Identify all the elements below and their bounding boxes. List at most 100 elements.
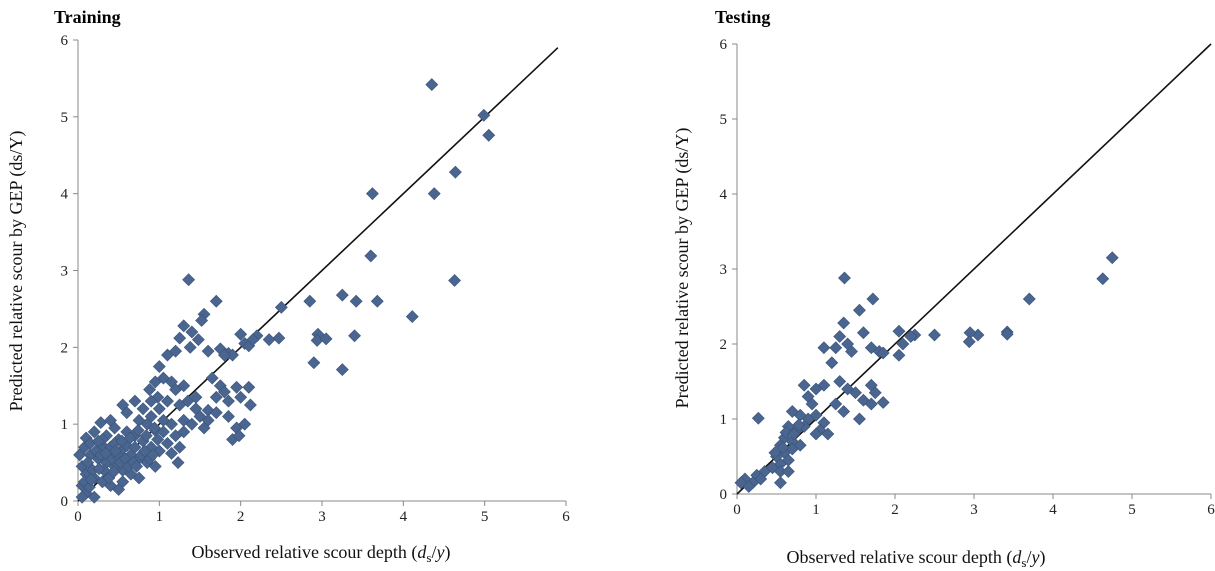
testing-data-point — [829, 397, 843, 411]
training-data-point — [370, 294, 384, 308]
testing-data-point — [837, 405, 851, 418]
training-data-point — [182, 273, 196, 287]
testing-data-point — [864, 397, 878, 411]
training-data-point — [307, 356, 321, 370]
training-data-point — [128, 440, 142, 454]
training-data-point — [272, 331, 286, 345]
training-y-axis-label: Predicted relative scour by GEP (ds/Y) — [6, 131, 27, 412]
training-x-tick-label: 4 — [400, 509, 408, 525]
training-data-point — [335, 363, 349, 377]
training-data-point — [185, 325, 199, 339]
testing-data-point — [837, 316, 851, 330]
training-data-point — [152, 402, 166, 416]
training-data-point — [148, 421, 161, 435]
testing-data-point — [1000, 327, 1014, 341]
training-y-tick-label: 1 — [61, 417, 69, 433]
testing-x-tick-label: 4 — [1049, 502, 1057, 518]
training-data-point — [87, 425, 101, 439]
training-y-tick-label: 0 — [61, 494, 69, 510]
training-x-tick-label: 6 — [562, 509, 570, 525]
training-data-point — [156, 413, 170, 427]
training-data-point — [73, 448, 87, 462]
training-data-point — [139, 429, 153, 443]
testing-y-axis-label: Predicted relative scour by GEP (ds/Y) — [672, 128, 693, 409]
training-data-point — [161, 436, 174, 450]
training-data-point — [195, 314, 209, 327]
training-data-point — [201, 413, 215, 427]
training-data-point — [246, 333, 260, 347]
training-data-point — [482, 128, 496, 142]
training-data-point — [238, 417, 252, 431]
training-data-point — [230, 380, 244, 394]
testing-x-axis-label: Observed relative scour depth (ds/y) — [787, 547, 1046, 570]
training-data-point — [244, 398, 257, 412]
testing-data-point — [809, 427, 823, 441]
training-chart-title: Training — [54, 7, 121, 27]
training-x-tick-label: 1 — [156, 509, 164, 525]
training-data-point — [209, 406, 223, 420]
testing-data-point — [774, 476, 787, 490]
testing-data-point — [896, 337, 910, 351]
training-data-point — [173, 398, 187, 412]
training-data-point — [427, 187, 441, 201]
testing-data-point — [866, 292, 880, 306]
training-chart: Training Predicted relative scour by GEP… — [6, 7, 570, 565]
training-data-point — [189, 390, 203, 404]
testing-data-point — [742, 480, 756, 493]
training-data-point — [183, 340, 197, 354]
testing-data-point — [876, 396, 890, 409]
training-data-point — [234, 390, 248, 404]
training-y-tick-label: 2 — [61, 340, 69, 356]
testing-data-point — [868, 386, 882, 400]
testing-data-point — [833, 375, 847, 388]
testing-y-tick-label: 5 — [720, 112, 728, 128]
testing-data-point — [1096, 272, 1110, 286]
training-x-axis-label: Observed relative scour depth (ds/y) — [192, 542, 451, 565]
training-data-point — [91, 434, 105, 448]
testing-data-point — [892, 348, 906, 362]
training-data-point — [349, 294, 363, 308]
training-data-point — [152, 360, 166, 373]
testing-data-point — [849, 386, 862, 400]
testing-y-tick-label: 4 — [720, 187, 728, 203]
training-data-point — [152, 444, 166, 458]
training-data-point — [201, 344, 215, 358]
testing-data-point — [1022, 292, 1036, 306]
training-data-point — [161, 394, 174, 408]
training-data-point — [425, 78, 439, 91]
training-data-point — [232, 429, 246, 443]
training-data-point — [82, 480, 96, 494]
training-data-point — [116, 475, 130, 489]
testing-data-point — [928, 328, 941, 342]
training-data-point — [84, 473, 98, 486]
training-data-point — [130, 460, 143, 473]
testing-x-tick-label: 1 — [812, 502, 820, 518]
testing-data-point — [904, 330, 918, 343]
testing-y-tick-label: 1 — [720, 412, 728, 428]
training-data-point — [173, 440, 187, 454]
training-data-point — [217, 348, 231, 362]
training-data-point — [205, 371, 219, 385]
training-data-point — [156, 371, 170, 385]
training-x-tick-label: 2 — [237, 509, 245, 525]
testing-data-point — [853, 412, 866, 426]
training-data-point — [222, 394, 235, 408]
training-data-point — [319, 332, 333, 346]
training-y-tick-label: 4 — [61, 187, 69, 203]
training-data-point — [234, 327, 248, 341]
training-data-point — [177, 319, 191, 333]
testing-y-tick-label: 6 — [720, 37, 728, 53]
training-data-point — [448, 165, 462, 179]
testing-data-point — [833, 330, 847, 343]
testing-data-point — [853, 303, 866, 317]
testing-data-point — [845, 345, 858, 358]
training-data-point — [448, 274, 461, 287]
training-data-point — [132, 471, 146, 485]
testing-data-point — [821, 427, 835, 441]
training-data-point — [217, 385, 231, 399]
training-data-point — [165, 446, 178, 460]
training-y-tick-label: 5 — [61, 110, 69, 126]
testing-x-tick-label: 0 — [733, 502, 741, 518]
training-data-point — [242, 380, 256, 394]
training-data-point — [477, 108, 491, 122]
